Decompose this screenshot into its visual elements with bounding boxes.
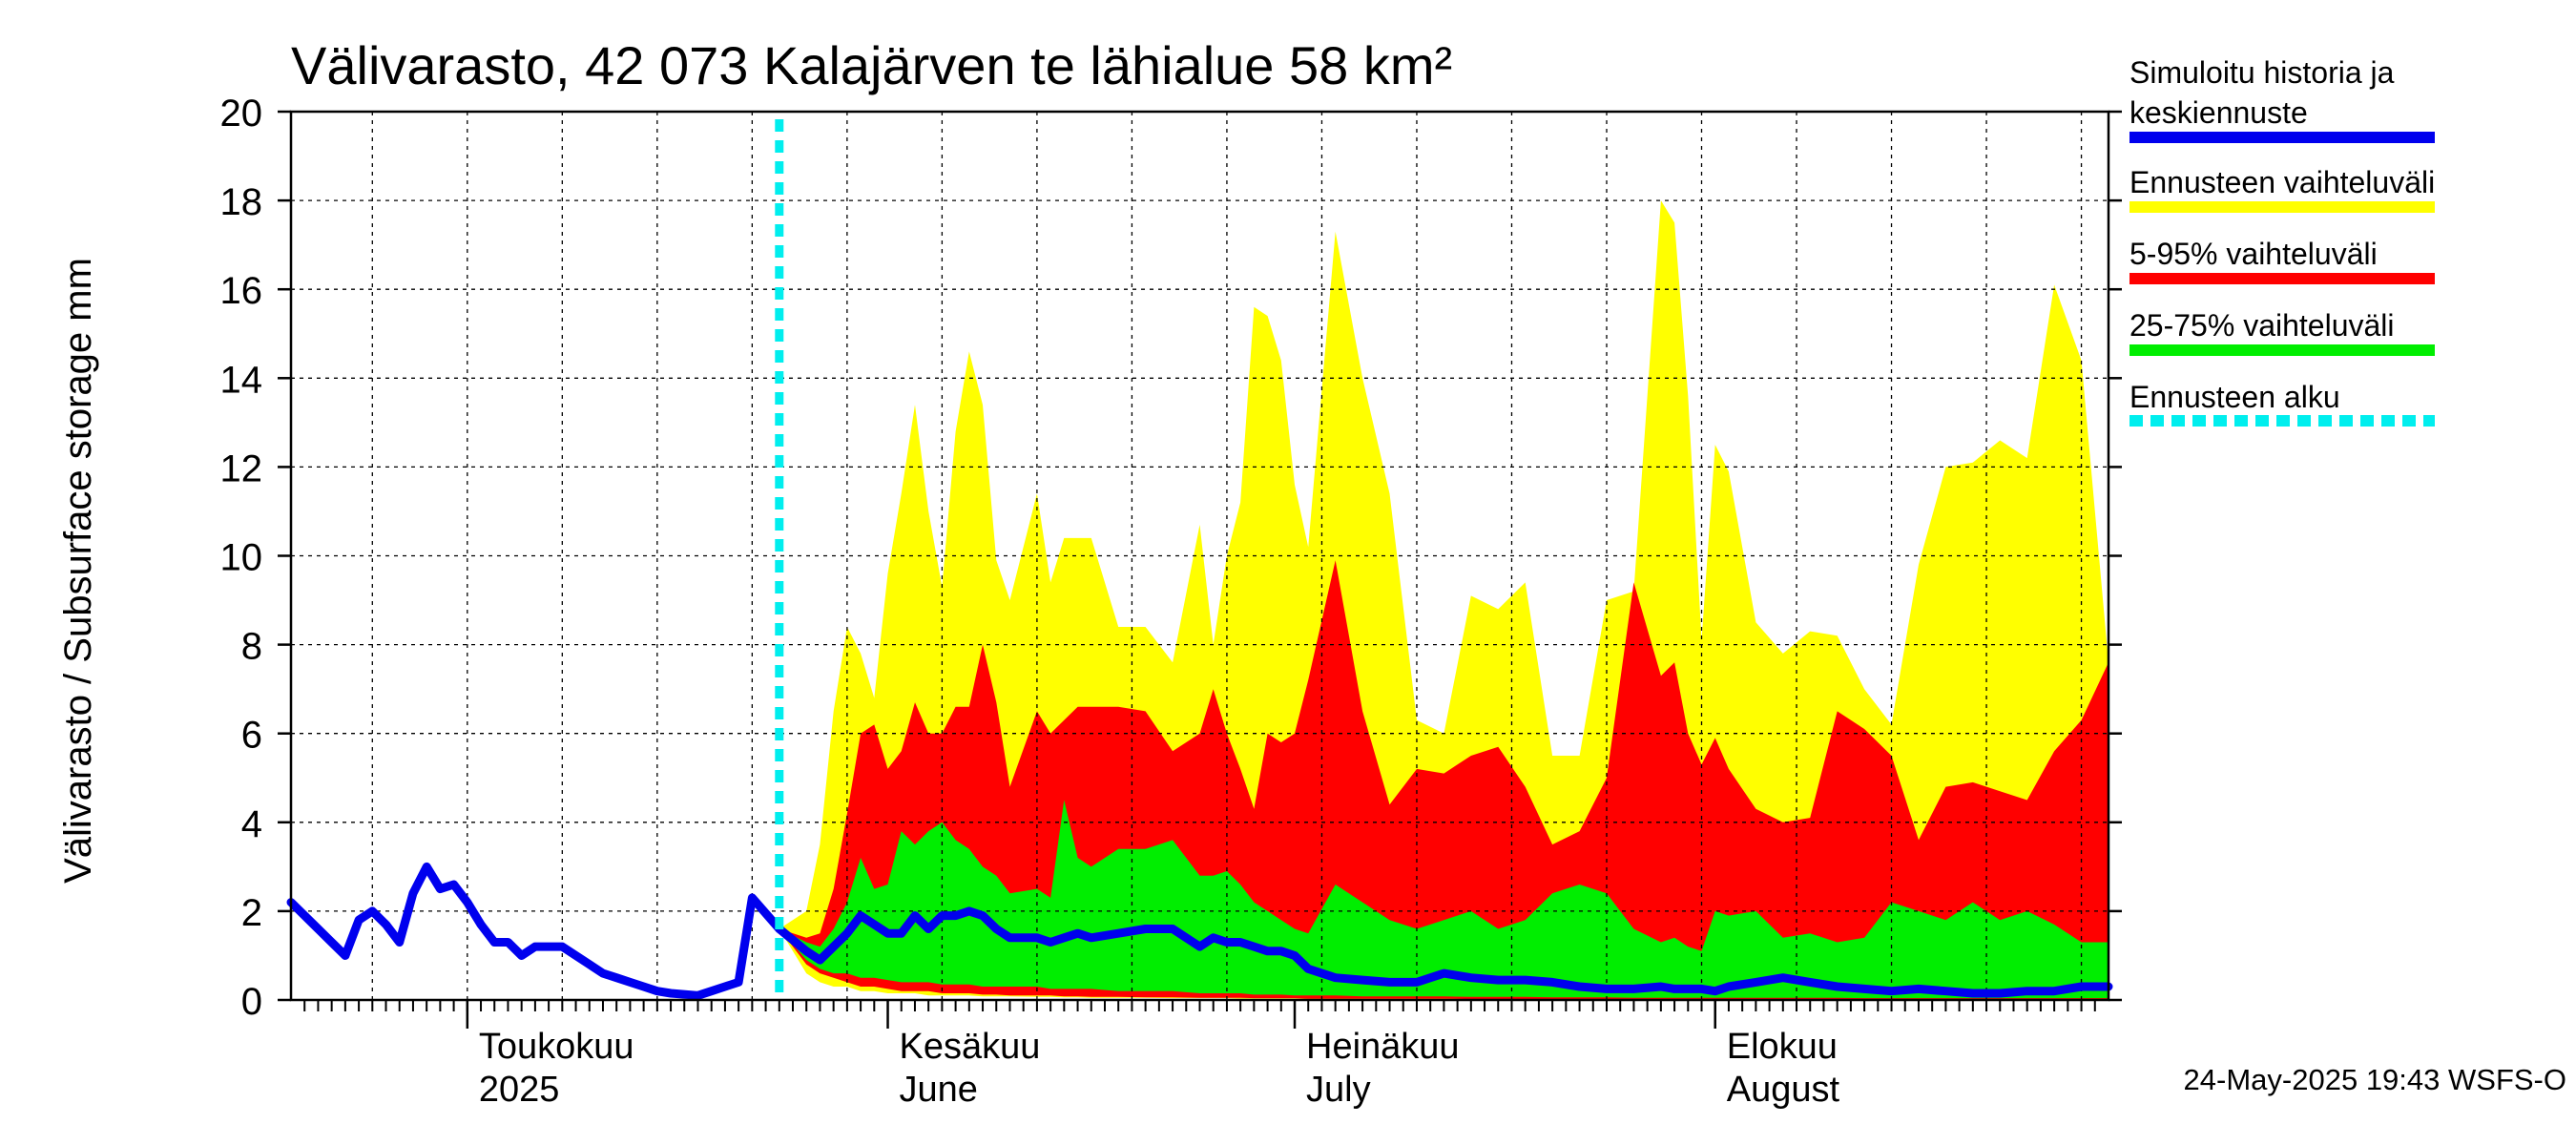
y-tick-label: 16 — [220, 270, 263, 312]
x-tick-label-month: Kesäkuu — [900, 1027, 1041, 1067]
x-tick-label-month: Elokuu — [1727, 1027, 1838, 1067]
forecast-bands — [779, 200, 2109, 1000]
legend: Simuloitu historia ja keskiennuste Ennuste… — [2129, 55, 2435, 427]
x-tick-label-english: June — [900, 1070, 978, 1110]
x-tick-label-english: July — [1306, 1070, 1371, 1110]
y-tick-label: 0 — [241, 981, 262, 1023]
x-tick-label-english: August — [1727, 1070, 1840, 1110]
legend-label: Simuloitu historia ja — [2129, 55, 2395, 90]
chart-title: Välivarasto, 42 073 Kalajärven te lähial… — [291, 35, 1452, 95]
y-tick-label: 4 — [241, 803, 262, 845]
legend-label-line2: keskiennuste — [2129, 95, 2308, 130]
x-tick-label-month: Heinäkuu — [1306, 1027, 1460, 1067]
plot-grid — [291, 112, 2109, 1000]
plot-lines — [286, 119, 2113, 1000]
x-tick-label-english: 2025 — [479, 1070, 560, 1110]
y-axis-label: Välivarasto / Subsurface storage mm — [57, 258, 99, 884]
band-25-75 — [779, 800, 2109, 999]
y-tick-label: 14 — [220, 359, 263, 401]
legend-label: 25-75% vaihteluväli — [2129, 308, 2395, 343]
y-tick-label: 12 — [220, 448, 263, 489]
forecast-mean-line — [775, 906, 2113, 998]
y-tick-label: 20 — [220, 93, 263, 135]
legend-label: Ennusteen alku — [2129, 380, 2340, 414]
x-tick-label-month: Toukokuu — [479, 1027, 634, 1067]
y-tick-label: 2 — [241, 892, 262, 934]
timestamp-footer: 24-May-2025 19:43 WSFS-O — [2184, 1063, 2566, 1096]
legend-label: 5-95% vaihteluväli — [2129, 237, 2378, 271]
history-line — [286, 862, 784, 1000]
y-tick-label: 6 — [241, 715, 262, 757]
y-tick-label: 10 — [220, 537, 263, 579]
y-axis: 0 2 4 6 8 10 12 14 16 18 20 — [220, 93, 2122, 1023]
legend-label: Ennusteen vaihteluväli — [2129, 165, 2435, 199]
y-tick-label: 8 — [241, 626, 262, 668]
y-tick-label: 18 — [220, 181, 263, 223]
